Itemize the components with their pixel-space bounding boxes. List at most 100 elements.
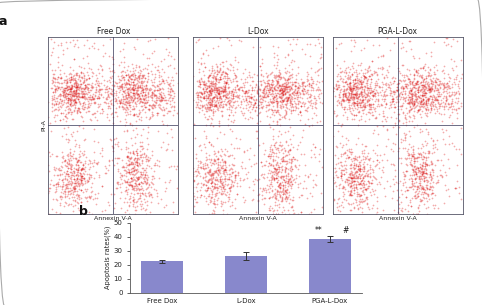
Point xyxy=(100,77,108,82)
Point xyxy=(268,187,275,192)
Point xyxy=(123,81,131,86)
Point xyxy=(452,76,460,81)
Point xyxy=(431,86,439,91)
Point xyxy=(155,102,162,106)
Point xyxy=(131,184,138,189)
Point xyxy=(415,95,423,100)
Point xyxy=(350,165,358,170)
Point xyxy=(151,99,159,104)
Point xyxy=(206,89,214,94)
Point xyxy=(212,177,219,182)
Point xyxy=(207,194,214,199)
Point xyxy=(285,179,293,184)
Point xyxy=(117,99,124,104)
Point xyxy=(205,89,213,94)
Point xyxy=(201,81,208,86)
Point xyxy=(428,160,435,164)
Point xyxy=(301,88,308,93)
Point xyxy=(362,112,370,117)
Point xyxy=(278,199,285,203)
Point xyxy=(147,68,155,73)
Point xyxy=(340,185,348,189)
Point xyxy=(306,103,314,108)
Point xyxy=(129,72,136,77)
Point xyxy=(63,164,71,169)
Point xyxy=(166,109,174,114)
Point xyxy=(107,86,115,91)
Point xyxy=(408,179,415,184)
Point xyxy=(72,90,80,95)
Point xyxy=(344,89,352,94)
Point xyxy=(259,187,267,192)
Point xyxy=(190,194,198,199)
Point xyxy=(221,87,228,92)
Point xyxy=(74,44,82,49)
Point xyxy=(83,195,91,200)
Point xyxy=(350,161,358,166)
Point xyxy=(237,163,244,168)
Point xyxy=(222,81,230,86)
Point xyxy=(282,83,290,88)
Point xyxy=(345,148,353,153)
Point xyxy=(420,177,428,182)
Point xyxy=(207,86,215,91)
Point xyxy=(342,91,349,96)
Point xyxy=(197,91,205,96)
Point xyxy=(277,86,285,91)
Point xyxy=(273,191,281,196)
Point xyxy=(265,80,272,85)
Point xyxy=(441,82,448,87)
Point xyxy=(410,156,417,161)
Point xyxy=(54,84,62,89)
Point xyxy=(56,173,64,178)
Point xyxy=(277,143,285,148)
Point xyxy=(288,95,295,100)
Point xyxy=(154,102,161,107)
Point xyxy=(195,96,202,101)
Point xyxy=(230,156,238,160)
Point xyxy=(70,98,78,103)
Point xyxy=(286,72,294,77)
Point xyxy=(278,91,285,96)
Point xyxy=(75,168,82,173)
Point xyxy=(435,90,442,95)
Point xyxy=(272,66,280,71)
Point xyxy=(274,211,282,216)
Point xyxy=(121,96,129,101)
Point xyxy=(342,87,349,92)
Point xyxy=(429,202,437,207)
Point xyxy=(84,179,92,184)
Point xyxy=(72,82,80,87)
Point xyxy=(344,152,351,157)
Point xyxy=(129,80,137,84)
Point xyxy=(282,176,290,181)
Point xyxy=(156,82,163,87)
Point xyxy=(127,83,134,88)
Point xyxy=(411,183,419,188)
Point xyxy=(267,171,274,176)
Point xyxy=(130,152,137,157)
Point xyxy=(317,66,324,70)
Point xyxy=(366,81,374,86)
Point xyxy=(118,76,126,81)
Point xyxy=(217,179,225,184)
Point xyxy=(414,79,421,84)
Point xyxy=(356,78,364,83)
Point xyxy=(107,101,115,106)
Point xyxy=(363,100,371,105)
Point xyxy=(130,172,138,177)
Point xyxy=(194,99,201,104)
Point xyxy=(285,211,293,216)
Point xyxy=(281,75,288,80)
Point xyxy=(355,160,362,165)
Point xyxy=(86,76,94,81)
Point xyxy=(343,106,350,111)
Point xyxy=(434,93,442,98)
Point xyxy=(208,87,216,92)
Point xyxy=(448,89,456,94)
Point xyxy=(351,157,359,162)
Point xyxy=(379,109,387,113)
Point xyxy=(444,85,452,90)
Point xyxy=(259,97,267,102)
Point xyxy=(244,88,252,93)
